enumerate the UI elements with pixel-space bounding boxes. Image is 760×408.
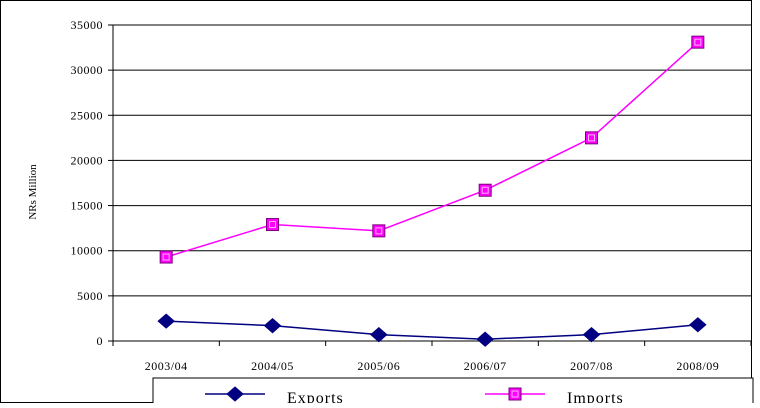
imports-line [165, 41, 699, 258]
y-tick-label: 35000 [71, 18, 104, 32]
x-tick-label: 2007/08 [570, 359, 613, 373]
legend-imports-marker-highlight [511, 390, 519, 398]
legend-imports-marker [508, 387, 522, 401]
y-axis-label: NRs Million [27, 164, 39, 220]
legend: Exports Imports [152, 377, 754, 408]
y-tick-label: 15000 [71, 199, 104, 213]
imports-point [372, 224, 386, 238]
imports-point [266, 218, 279, 232]
y-tick-label: 30000 [71, 63, 104, 77]
exports-point [370, 327, 388, 343]
exports-point [157, 313, 175, 329]
imports-point-highlight [162, 253, 170, 261]
imports-point-highlight [694, 38, 702, 46]
x-tick-label: 2004/05 [251, 359, 294, 373]
y-tick-label: 5000 [77, 289, 103, 303]
axes: 0 5000 10000 15000 20000 25000 30000 35000 2003/… [71, 18, 752, 373]
legend-exports-label: Exports [287, 390, 344, 403]
x-tick-label: 2005/06 [357, 359, 400, 373]
x-tick-label: 2008/09 [676, 359, 719, 373]
legend-exports-marker [226, 386, 244, 402]
y-tick-label: 0 [97, 334, 104, 348]
legend-box [152, 377, 754, 408]
x-tick-label: 2003/04 [145, 359, 188, 373]
imports-point-highlight [375, 227, 383, 235]
y-tick-label: 10000 [71, 244, 104, 258]
y-tick-label: 20000 [71, 153, 104, 167]
imports-point [478, 183, 492, 197]
gridlines [113, 24, 751, 297]
exports-point [582, 327, 601, 343]
exports-point [263, 317, 282, 334]
imports-point-highlight [481, 186, 489, 194]
imports-point [585, 131, 598, 145]
imports-point [159, 250, 173, 264]
imports-point [691, 35, 705, 49]
exports-point [689, 317, 707, 333]
imports-point-highlight [269, 221, 276, 229]
exports-point [476, 331, 494, 347]
exports-line [166, 320, 698, 340]
series-group [157, 35, 707, 347]
imports-point-highlight [588, 134, 595, 142]
y-tick-label: 25000 [71, 108, 104, 122]
legend-imports-label: Imports [567, 390, 624, 403]
x-tick-label: 2006/07 [464, 359, 507, 373]
